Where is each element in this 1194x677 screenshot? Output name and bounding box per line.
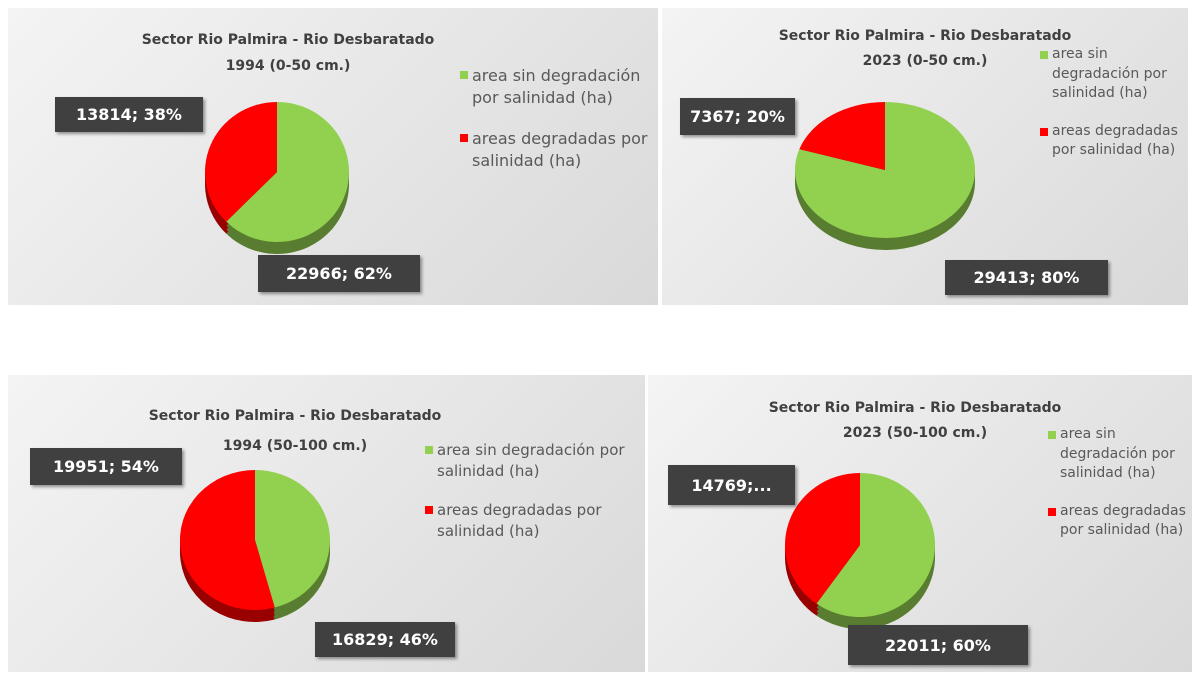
data-label: 22966; 62% [258,255,420,292]
pie-slice [255,470,331,608]
chart-subtitle: 1994 (50-100 cm.) [222,438,368,454]
legend-label: area sin degradación por salinidad (ha) [472,66,641,108]
data-label: 19951; 54% [30,448,182,485]
pie-slice [180,470,275,610]
legend-label: area sin degradación por salinidad (ha) [1060,426,1175,482]
legend-swatch [460,133,468,142]
legend: area sin degradación por salinidad (ha) a… [460,65,655,191]
legend-item: area sin degradación por salinidad (ha) [1048,425,1193,484]
legend-swatch [425,506,433,514]
chart-subtitle: 2023 (0-50 cm.) [862,53,988,69]
legend-swatch [1040,51,1048,59]
chart-title: Sector Rio Palmira - Rio Desbaratado [141,32,435,48]
data-label: 7367; 20% [680,98,795,135]
pie-slice [785,473,860,604]
legend-label: areas degradadas por salinidad (ha) [1060,502,1186,539]
legend-label: areas degradadas por salinidad (ha) [472,128,648,171]
pie-slice [205,102,277,222]
data-label: 13814; 38% [55,97,203,132]
data-label: 22011; 60% [848,625,1028,665]
legend-item: areas degradadas por salinidad (ha) [1040,122,1185,161]
legend-swatch [460,71,468,79]
data-label: 16829; 46% [315,622,455,657]
legend-swatch [1048,507,1056,516]
legend-item: area sin degradación por salinidad (ha) [460,65,655,110]
legend-swatch [425,446,433,454]
pie-slice [226,102,349,242]
legend-item: area sin degradación por salinidad (ha) [425,440,645,482]
legend: area sin degradación por salinidad (ha) a… [1040,45,1185,179]
chart-title: Sector Rio Palmira - Rio Desbaratado [778,28,1072,44]
legend: area sin degradación por salinidad (ha) a… [425,440,645,560]
legend: area sin degradación por salinidad (ha) a… [1048,425,1193,559]
legend-label: areas degradadas por salinidad (ha) [1052,122,1178,159]
legend-item: areas degradadas por salinidad (ha) [460,128,655,173]
legend-label: area sin degradación por salinidad (ha) [1052,46,1167,102]
legend-label: areas degradadas por salinidad (ha) [437,501,602,540]
chart-title: Sector Rio Palmira - Rio Desbaratado [148,408,442,424]
legend-swatch [1048,431,1056,439]
legend-label: area sin degradación por salinidad (ha) [437,441,625,480]
legend-swatch [1040,127,1048,136]
legend-item: areas degradadas por salinidad (ha) [1048,502,1193,541]
pie-slice [816,473,936,617]
pie-slice [799,102,885,170]
legend-item: area sin degradación por salinidad (ha) [1040,45,1185,104]
legend-item: areas degradadas por salinidad (ha) [425,500,645,542]
data-label: 14769;... [668,465,795,505]
data-label: 29413; 80% [945,260,1108,295]
chart-subtitle: 2023 (50-100 cm.) [842,425,988,441]
chart-title: Sector Rio Palmira - Rio Desbaratado [768,400,1062,416]
chart-subtitle: 1994 (0-50 cm.) [225,58,351,74]
